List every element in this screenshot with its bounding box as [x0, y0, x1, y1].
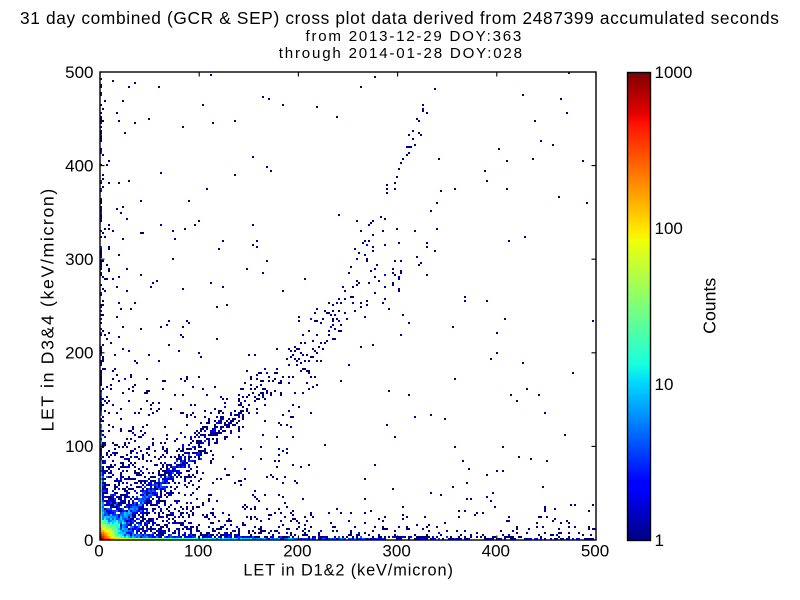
- svg-text:from 2013-12-29 DOY:363: from 2013-12-29 DOY:363: [306, 28, 524, 45]
- svg-text:LET in D1&2 (keV/micron): LET in D1&2 (keV/micron): [243, 561, 453, 579]
- svg-text:0: 0: [84, 531, 93, 550]
- svg-text:200: 200: [65, 344, 93, 363]
- svg-text:200: 200: [283, 542, 311, 561]
- svg-text:300: 300: [382, 542, 410, 561]
- svg-text:300: 300: [65, 250, 93, 269]
- svg-text:Counts: Counts: [699, 278, 719, 334]
- svg-text:through 2014-01-28 DOY:028: through 2014-01-28 DOY:028: [279, 45, 524, 62]
- svg-text:400: 400: [482, 542, 510, 561]
- svg-text:100: 100: [655, 219, 683, 238]
- svg-text:500: 500: [581, 542, 609, 561]
- svg-text:LET in D3&4 (keV/micron): LET in D3&4 (keV/micron): [38, 187, 58, 431]
- svg-text:1000: 1000: [655, 63, 693, 82]
- svg-text:400: 400: [65, 157, 93, 176]
- svg-text:500: 500: [65, 63, 93, 82]
- svg-text:10: 10: [655, 375, 674, 394]
- svg-text:31 day combined (GCR & SEP) cr: 31 day combined (GCR & SEP) cross plot d…: [20, 8, 780, 28]
- svg-text:1: 1: [655, 531, 664, 550]
- svg-text:100: 100: [184, 542, 212, 561]
- svg-text:0: 0: [94, 542, 103, 561]
- svg-text:100: 100: [65, 437, 93, 456]
